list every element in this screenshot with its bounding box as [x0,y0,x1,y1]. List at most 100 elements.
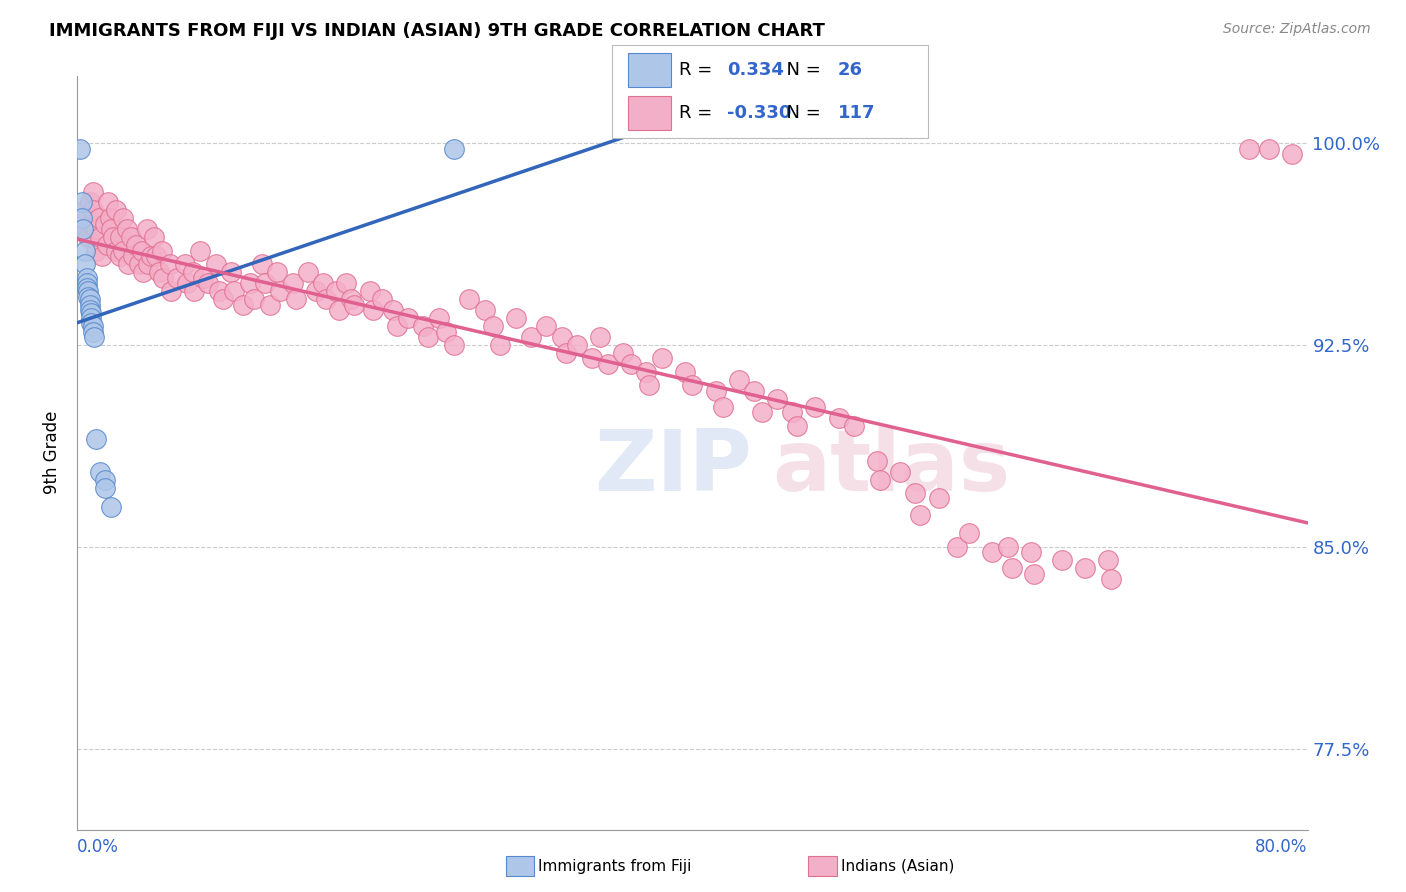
Text: 0.334: 0.334 [727,61,783,78]
Text: 80.0%: 80.0% [1256,838,1308,855]
Point [443,338,465,352]
Point [120,230,142,244]
Point [125,238,148,252]
Point [359,284,381,298]
Point [1022,566,1045,581]
Point [673,365,696,379]
Point [160,284,183,298]
Text: R =: R = [679,104,718,122]
Point [72,222,94,236]
Point [786,418,808,433]
Point [76,222,98,236]
Point [1019,545,1042,559]
Point [325,284,347,298]
Point [181,265,204,279]
Point [981,545,1004,559]
Point [1237,141,1260,155]
Point [474,303,496,318]
Point [416,330,439,344]
Point [70,195,93,210]
Point [340,292,363,306]
Point [1258,141,1281,155]
Point [79,303,101,318]
Point [84,244,107,258]
Point [128,257,150,271]
Point [842,418,865,433]
Text: Immigrants from Fiji: Immigrants from Fiji [538,859,692,873]
Point [77,230,100,244]
Point [82,325,104,339]
Point [1001,561,1024,575]
Point [412,319,434,334]
Point [636,365,658,379]
Point [80,317,103,331]
Point [957,526,980,541]
Point [76,270,98,285]
Point [385,319,409,334]
Point [90,249,114,263]
Text: -0.330: -0.330 [727,104,792,122]
Point [80,311,103,326]
Point [253,276,276,290]
Text: atlas: atlas [772,426,1011,509]
Point [481,319,503,334]
Point [104,244,127,258]
Point [212,292,235,306]
Text: N =: N = [775,104,827,122]
Point [381,303,404,318]
Point [79,195,101,210]
Text: 26: 26 [838,61,863,78]
Point [638,378,661,392]
Point [69,141,91,155]
Point [232,298,254,312]
Point [827,410,849,425]
Point [997,540,1019,554]
Point [581,351,603,366]
Point [869,473,891,487]
Point [1050,553,1073,567]
Point [458,292,481,306]
Point [250,257,273,271]
Text: IMMIGRANTS FROM FIJI VS INDIAN (ASIAN) 9TH GRADE CORRELATION CHART: IMMIGRANTS FROM FIJI VS INDIAN (ASIAN) 9… [49,22,825,40]
Text: Indians (Asian): Indians (Asian) [841,859,955,873]
Point [343,298,366,312]
Point [94,217,117,231]
Point [612,346,634,360]
Point [443,141,465,155]
Point [94,481,117,495]
Point [361,303,384,318]
Point [131,244,153,258]
Point [315,292,337,306]
Point [335,276,357,290]
Point [219,265,242,279]
Point [589,330,612,344]
Point [204,257,226,271]
Point [159,257,181,271]
Point [866,454,889,468]
Point [89,465,111,479]
Point [766,392,789,406]
Point [427,311,450,326]
Point [132,265,155,279]
Point [208,284,231,298]
Point [84,222,107,236]
Text: R =: R = [679,61,718,78]
Point [76,276,98,290]
Point [117,257,139,271]
Point [98,211,121,226]
Point [110,249,132,263]
Point [79,292,101,306]
Point [908,508,931,522]
Point [100,222,122,236]
Text: 117: 117 [838,104,876,122]
Point [84,432,107,446]
Point [77,289,100,303]
Point [97,195,120,210]
Point [259,298,281,312]
Point [371,292,394,306]
Point [197,276,219,290]
Point [94,473,117,487]
Point [946,540,969,554]
Point [312,276,335,290]
Point [904,486,927,500]
